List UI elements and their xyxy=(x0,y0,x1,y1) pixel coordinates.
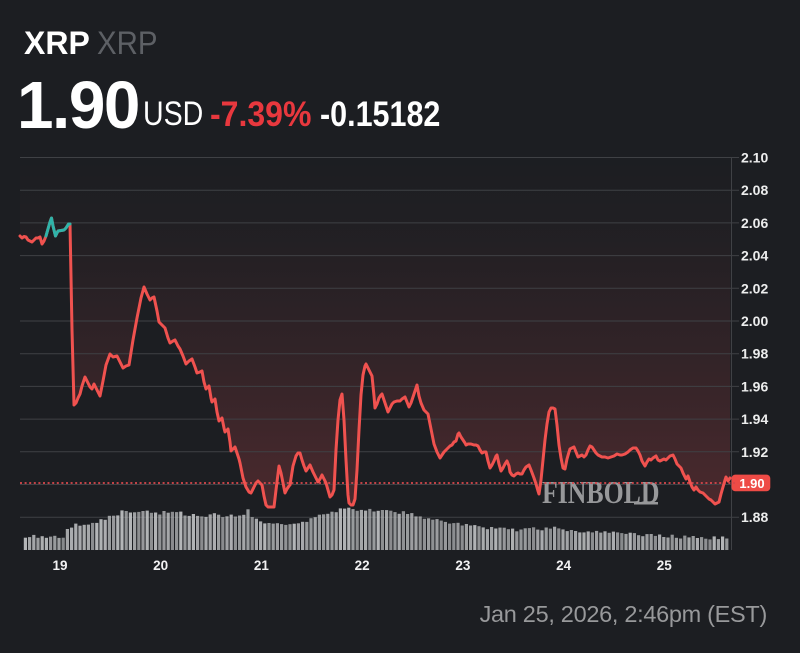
svg-text:1.92: 1.92 xyxy=(741,444,768,460)
svg-text:20: 20 xyxy=(153,558,168,573)
svg-text:2.10: 2.10 xyxy=(741,150,768,166)
svg-text:23: 23 xyxy=(455,558,471,573)
svg-text:25: 25 xyxy=(657,558,673,573)
svg-text:1.94: 1.94 xyxy=(741,411,768,427)
svg-text:1.88: 1.88 xyxy=(741,509,768,525)
svg-text:2.04: 2.04 xyxy=(741,248,768,264)
svg-text:1.90: 1.90 xyxy=(739,476,764,491)
svg-text:2.06: 2.06 xyxy=(741,215,768,231)
svg-text:19: 19 xyxy=(52,558,67,573)
svg-text:1.96: 1.96 xyxy=(741,378,768,394)
svg-text:2.08: 2.08 xyxy=(741,182,768,198)
svg-text:2.02: 2.02 xyxy=(741,280,768,296)
svg-text:21: 21 xyxy=(254,558,270,573)
svg-text:FINBOLD: FINBOLD xyxy=(542,474,660,510)
svg-text:1.98: 1.98 xyxy=(741,346,768,362)
svg-text:24: 24 xyxy=(556,558,572,573)
svg-text:22: 22 xyxy=(355,558,370,573)
svg-text:2.00: 2.00 xyxy=(741,313,768,329)
